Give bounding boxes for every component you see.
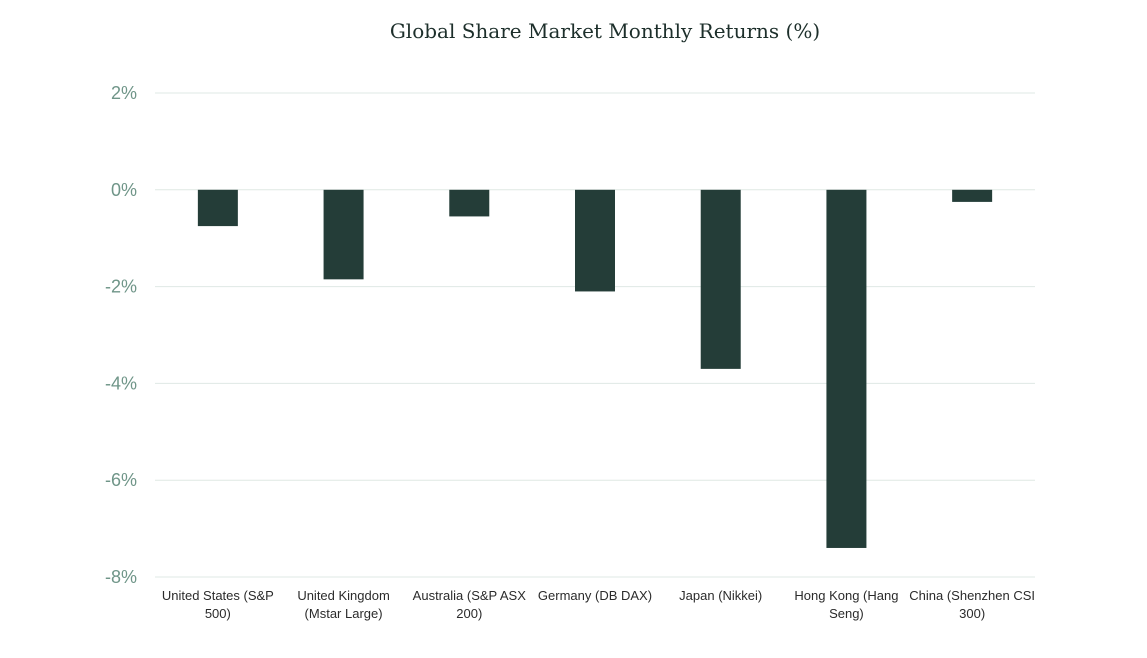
bar (323, 189, 364, 280)
chart-title: Global Share Market Monthly Returns (%) (390, 19, 820, 43)
x-tick-label-line: (Mstar Large) (305, 606, 383, 621)
x-tick-label-line: Seng) (829, 606, 864, 621)
bar (952, 189, 993, 202)
x-tick-label-line: Germany (DB DAX) (538, 588, 652, 603)
x-tick-label: China (Shenzhen CSI 300) (909, 588, 1035, 621)
x-tick-label-line: China (Shenzhen CSI (909, 588, 1035, 603)
x-tick-label-line: United Kingdom (297, 588, 390, 603)
x-axis-ticks: United States (S&P 500) United Kingdom (Mst… (162, 588, 1035, 621)
x-tick-label: Japan (Nikkei) (679, 588, 762, 603)
bar (700, 189, 741, 369)
x-tick-label-line: Australia (S&P ASX (413, 588, 527, 603)
x-tick-label: United Kingdom (Mstar Large) (297, 588, 390, 621)
bar (826, 189, 867, 548)
x-tick-label-line: Japan (Nikkei) (679, 588, 762, 603)
y-tick-label: 0% (111, 180, 137, 200)
y-tick-label: -2% (105, 277, 137, 297)
x-tick-label: United States (S&P 500) (162, 588, 274, 621)
x-tick-label-line: 500) (205, 606, 231, 621)
y-axis-ticks: 2% 0% -2% -4% -6% -8% (105, 83, 137, 587)
y-tick-label: -4% (105, 373, 137, 393)
x-tick-label-line: United States (S&P (162, 588, 274, 603)
bars (197, 189, 993, 548)
grid-lines (155, 92, 1035, 578)
bar (449, 189, 490, 217)
bar (197, 189, 238, 227)
x-tick-label-line: 200) (456, 606, 482, 621)
bar (575, 189, 615, 292)
y-tick-label: 2% (111, 83, 137, 103)
x-tick-label: Hong Kong (Hang Seng) (794, 588, 898, 621)
y-tick-label: -6% (105, 470, 137, 490)
x-tick-label: Germany (DB DAX) (538, 588, 652, 603)
x-tick-label-line: 300) (959, 606, 985, 621)
x-tick-label-line: Hong Kong (Hang (794, 588, 898, 603)
y-tick-label: -8% (105, 567, 137, 587)
x-tick-label: Australia (S&P ASX 200) (413, 588, 527, 621)
